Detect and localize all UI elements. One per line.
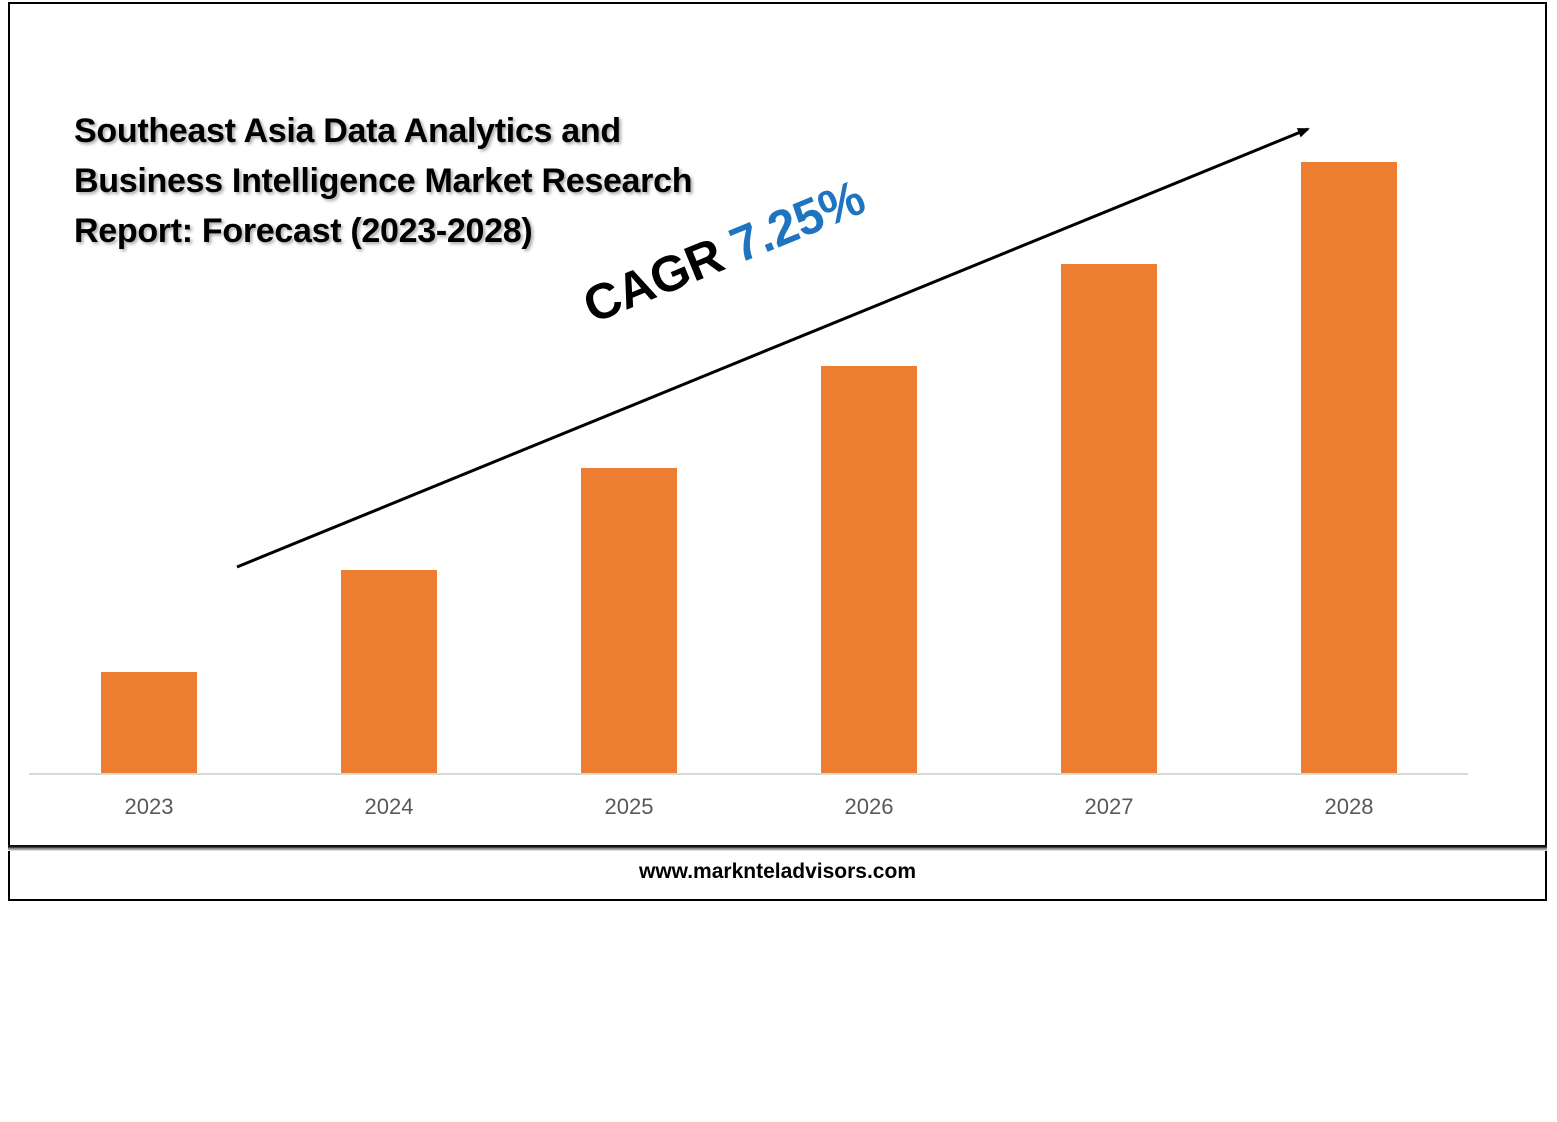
x-tick-label-2026: 2026 bbox=[845, 794, 894, 819]
bar-2028 bbox=[1301, 162, 1397, 774]
bar-2025 bbox=[581, 468, 677, 774]
x-tick-label-2027: 2027 bbox=[1085, 794, 1134, 819]
trend-arrow bbox=[236, 127, 1310, 569]
bar-2024 bbox=[341, 570, 437, 774]
bar-2023 bbox=[101, 672, 197, 774]
chart-title: Southeast Asia Data Analytics and Busine… bbox=[74, 112, 693, 250]
x-tick-label-2024: 2024 bbox=[365, 794, 414, 819]
bar-2026 bbox=[821, 366, 917, 774]
x-tick-label-2025: 2025 bbox=[605, 794, 654, 819]
footer-divider bbox=[8, 845, 1547, 851]
footer-url: www.marknteladvisors.com bbox=[639, 860, 916, 883]
x-tick-label-2023: 2023 bbox=[125, 794, 174, 819]
bar-2027 bbox=[1061, 264, 1157, 774]
x-tick-label-2028: 2028 bbox=[1325, 794, 1374, 819]
chart-frame bbox=[8, 2, 1547, 901]
